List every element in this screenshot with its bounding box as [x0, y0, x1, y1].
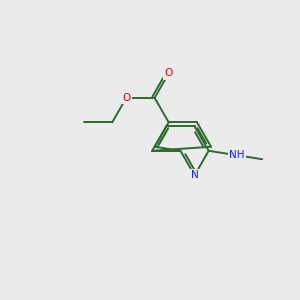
Text: NH: NH: [229, 150, 244, 160]
Text: N: N: [191, 170, 199, 180]
Text: O: O: [165, 68, 173, 78]
Text: O: O: [122, 93, 130, 103]
